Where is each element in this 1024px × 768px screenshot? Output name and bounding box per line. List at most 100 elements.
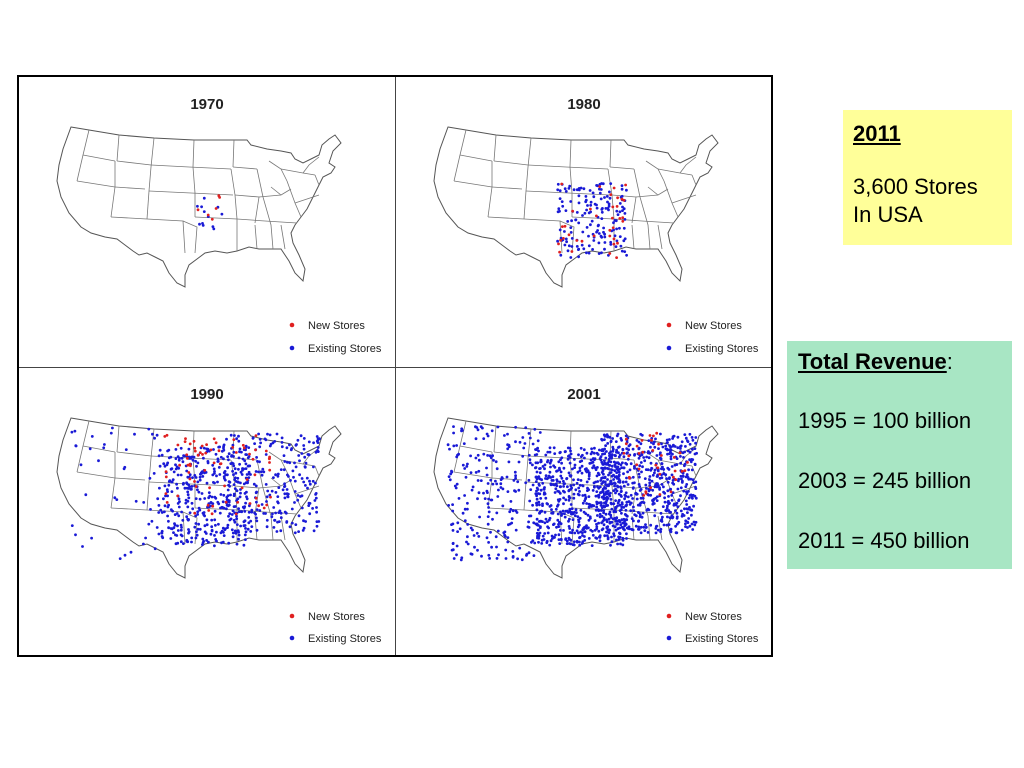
existing-store-dot [283, 485, 286, 488]
existing-store-dot [607, 517, 611, 521]
existing-store-dot [607, 208, 610, 212]
new-store-dot [176, 443, 180, 447]
existing-store-dot [670, 514, 674, 518]
existing-store-dot [618, 226, 621, 230]
existing-store-dot [314, 481, 317, 485]
existing-store-dot [274, 511, 277, 515]
existing-store-dot [477, 491, 481, 495]
store-dots-layer [446, 425, 698, 562]
existing-store-dot [496, 425, 500, 429]
existing-store-dot [621, 480, 625, 484]
existing-store-dot [689, 493, 693, 497]
existing-store-dot [612, 473, 615, 477]
existing-store-dot [297, 530, 300, 533]
state-border [146, 190, 150, 220]
existing-store-dot [274, 491, 278, 494]
existing-store-dot [572, 496, 576, 500]
existing-store-dot [638, 464, 642, 468]
existing-store-dot [591, 466, 594, 470]
existing-store-dot [166, 461, 170, 465]
existing-store-dot [238, 462, 242, 466]
existing-store-dot [238, 495, 242, 499]
existing-store-dot [259, 441, 262, 445]
existing-store-dot [624, 491, 628, 495]
existing-store-dot [691, 493, 695, 497]
existing-store-dot [585, 451, 589, 455]
panel-divider-horizontal [19, 367, 771, 368]
existing-store-dot [644, 468, 648, 471]
existing-store-dot [607, 492, 610, 495]
existing-store-dot [621, 461, 624, 465]
existing-store-dot [298, 473, 301, 477]
existing-store-dot [255, 519, 259, 523]
existing-store-dot [593, 519, 597, 523]
existing-store-dot [622, 517, 626, 521]
existing-store-dot [526, 525, 530, 529]
existing-store-dot [302, 526, 306, 530]
existing-store-dot [213, 534, 216, 537]
existing-store-dot [620, 184, 624, 187]
existing-store-dot [538, 477, 542, 481]
existing-store-dot [486, 502, 490, 506]
existing-store-dot [600, 217, 604, 221]
existing-store-dot [597, 241, 601, 245]
new-store-dot [176, 494, 180, 498]
existing-store-dot [610, 540, 614, 544]
existing-store-dot [652, 497, 656, 501]
existing-store-dot [674, 509, 677, 513]
new-store-dot [611, 226, 615, 230]
existing-store-dot [220, 529, 224, 533]
existing-store-dot [651, 488, 655, 492]
existing-store-dot [599, 455, 603, 458]
state-border [314, 465, 320, 477]
new-store-dot [251, 457, 255, 461]
existing-store-dot [567, 244, 571, 248]
existing-store-dot [666, 504, 669, 508]
existing-store-dot [280, 445, 284, 449]
existing-store-dot [212, 227, 216, 231]
existing-store-dot [514, 440, 517, 444]
existing-store-dot [159, 508, 163, 512]
new-store-dot [193, 446, 197, 450]
existing-store-dot [532, 521, 536, 525]
map-panel-1980: 1980 New Stores Existing Stores [396, 77, 771, 367]
existing-store-dot [566, 249, 570, 253]
existing-store-dot [659, 527, 663, 531]
existing-store-dot [536, 536, 539, 540]
existing-store-dot [196, 480, 200, 484]
existing-store-dot [241, 457, 245, 461]
existing-store-dot [688, 458, 691, 462]
existing-store-dot [668, 452, 672, 455]
existing-store-dot [276, 472, 280, 476]
state-border [256, 459, 264, 489]
existing-store-dot [558, 468, 561, 472]
existing-store-dot [304, 461, 308, 465]
existing-store-dot [643, 459, 647, 463]
existing-store-dot [605, 534, 609, 537]
existing-store-dot [231, 469, 235, 473]
existing-store-dot [282, 454, 286, 457]
existing-store-dot [694, 485, 697, 489]
existing-store-dot [609, 471, 613, 474]
existing-store-dot [243, 510, 247, 513]
existing-store-dot [236, 476, 240, 480]
existing-store-dot [567, 525, 571, 528]
existing-store-dot [90, 536, 93, 540]
legend-new-label: New Stores [685, 611, 742, 623]
existing-store-dot [644, 483, 648, 487]
existing-store-dot [235, 437, 239, 441]
existing-store-dot [687, 477, 691, 481]
existing-store-dot [466, 523, 470, 526]
existing-store-dot [237, 530, 241, 534]
existing-store-dot [660, 520, 664, 523]
new-store-dot [188, 477, 192, 481]
state-border [192, 430, 196, 508]
existing-store-dot [609, 516, 613, 519]
existing-store-dot [587, 477, 591, 481]
existing-store-dot [451, 542, 455, 545]
existing-store-dot [602, 504, 605, 508]
existing-store-dot [222, 471, 226, 475]
state-border [302, 156, 320, 174]
existing-store-dot [217, 466, 221, 469]
existing-store-dot [609, 543, 612, 547]
